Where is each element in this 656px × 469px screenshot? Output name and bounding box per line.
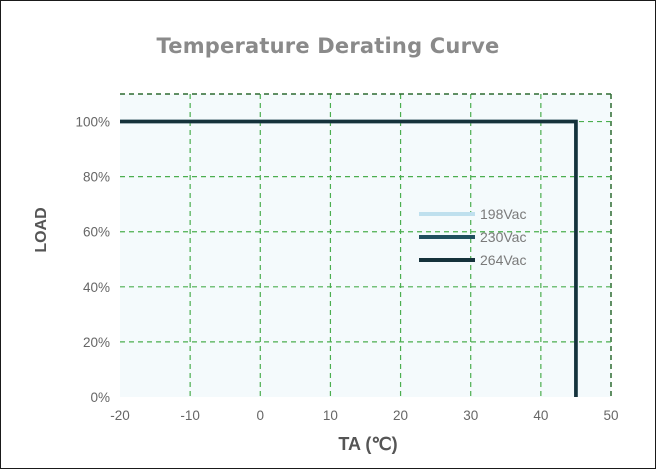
y-tick-label: 40%	[83, 280, 110, 295]
y-tick-label: 80%	[83, 170, 110, 185]
x-tick-label: 50	[603, 408, 618, 423]
x-axis-label: TA (℃)	[338, 434, 398, 454]
x-tick-label: 30	[463, 408, 478, 423]
y-tick-label: 60%	[83, 225, 110, 240]
y-tick-label: 0%	[90, 390, 110, 405]
x-tick-label: 0	[257, 408, 265, 423]
chart-title: Temperature Derating Curve	[156, 34, 500, 58]
legend-label: 264Vac	[480, 252, 526, 268]
x-tick-label: -10	[180, 408, 200, 423]
y-tick-label: 20%	[83, 335, 110, 350]
legend-label: 230Vac	[480, 229, 526, 245]
x-tick-label: 10	[323, 408, 338, 423]
y-tick-label: 100%	[75, 115, 110, 130]
plot-area	[120, 94, 611, 397]
legend-label: 198Vac	[480, 206, 526, 222]
x-tick-label: -20	[110, 408, 130, 423]
x-tick-label: 20	[393, 408, 408, 423]
x-tick-label: 40	[533, 408, 548, 423]
series-line-264Vac	[120, 119, 578, 397]
